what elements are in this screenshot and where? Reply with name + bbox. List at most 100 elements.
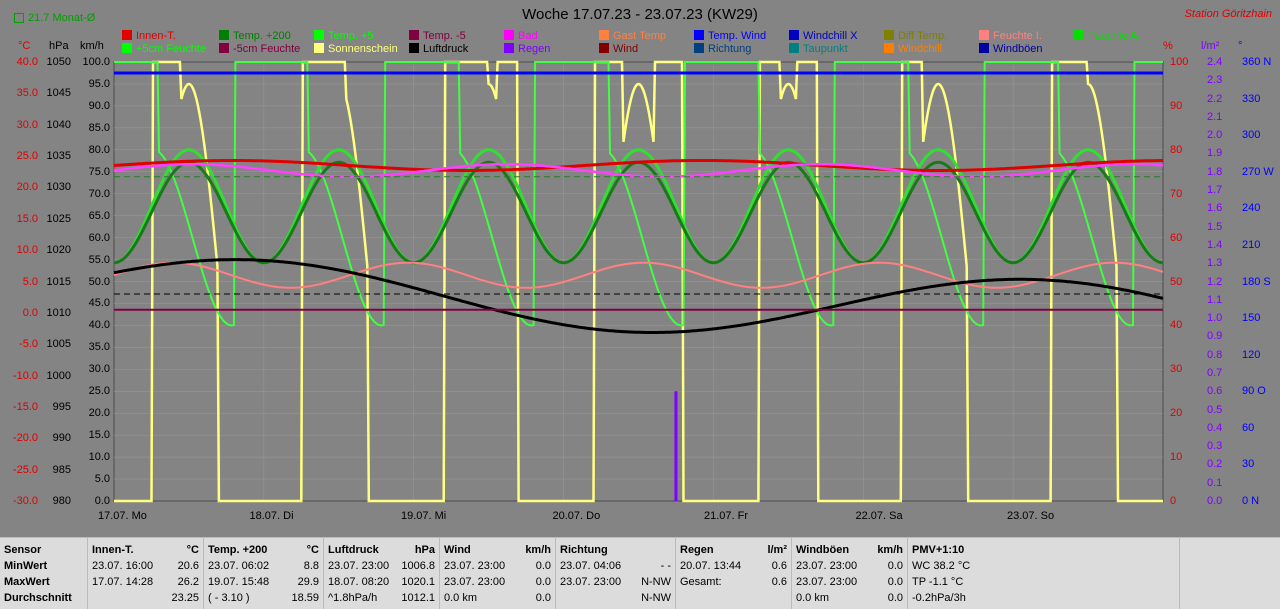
legend-label: Temp. Wind xyxy=(708,30,767,42)
legend-item: Gast Temp xyxy=(599,30,666,43)
footer-row: 19.07. 15:48 29.9 xyxy=(208,574,319,590)
humidity-out-line xyxy=(114,61,1163,327)
footer-column: Temp. +200 °C 23.07. 06:02 8.8 19.07. 15:48 2… xyxy=(204,538,324,609)
legend-swatch xyxy=(314,43,324,53)
kmh-tick-label: 100.0 xyxy=(82,56,110,68)
footer-header-label: Regen xyxy=(680,544,714,556)
kmh-tick-label: 95.0 xyxy=(88,77,110,90)
legend-item: Taupunkt xyxy=(789,43,848,56)
kmh-tick-label: 70.0 xyxy=(88,187,110,200)
footer-row: 18.07. 08:20 1020.1 xyxy=(328,574,435,590)
kmh-tick-label: 15.0 xyxy=(88,429,110,442)
temp-tick-label: 15.0 xyxy=(16,212,38,225)
footer-cell: 23.07. 16:00 xyxy=(92,560,154,572)
kmh-tick-label: 50.0 xyxy=(88,275,110,288)
stats-footer: Sensor MinWert MaxWert Durchschnitt Innen-T.… xyxy=(0,537,1280,609)
footer-row: 23.07. 23:00 0.0 xyxy=(444,558,551,574)
dir-tick-label: 240 xyxy=(1242,202,1261,215)
footer-cell: 18.07. 08:20 xyxy=(328,576,390,588)
legend-swatch xyxy=(979,30,989,40)
rain-tick-label: 1.7 xyxy=(1207,184,1223,197)
legend-swatch xyxy=(504,30,514,40)
footer-header: Sensor xyxy=(4,542,83,558)
footer-cell: 1012.1 xyxy=(401,592,435,604)
footer-header-label: Richtung xyxy=(560,544,608,556)
dir-tick-label: 330 xyxy=(1242,92,1261,105)
footer-cell: 0.0 xyxy=(887,576,903,588)
legend-swatch xyxy=(979,43,989,53)
monthly-average: 21.7 Monat-Ø xyxy=(14,12,95,24)
footer-header-unit: l/m² xyxy=(767,544,787,556)
footer-header: Richtung xyxy=(560,542,671,558)
footer-header: Regen l/m² xyxy=(680,542,787,558)
footer-cell: 20.6 xyxy=(177,560,199,572)
rain-tick-label: 2.4 xyxy=(1207,56,1223,68)
footer-cell: 23.07. 23:00 xyxy=(328,560,390,572)
pct-tick-label: 0 xyxy=(1170,495,1177,507)
pct-tick-label: 40 xyxy=(1170,319,1183,332)
footer-header-unit: °C xyxy=(186,544,199,556)
footer-cell: 23.07. 23:00 xyxy=(444,576,506,588)
kmh-tick-label: 25.0 xyxy=(88,385,110,398)
legend-item: Windböen xyxy=(979,43,1043,56)
footer-row: 23.07. 23:00 0.0 xyxy=(444,574,551,590)
footer-cell: -0.2hPa/3h xyxy=(912,592,966,604)
footer-cell: 0.0 xyxy=(535,592,551,604)
footer-cell: 19.07. 15:48 xyxy=(208,576,270,588)
footer-cell: 0.0 xyxy=(535,576,551,588)
footer-column: Wind km/h 23.07. 23:00 0.0 23.07. 23:00 0.0 0.… xyxy=(440,538,556,609)
legend-swatch xyxy=(599,30,609,40)
kmh-tick-label: 40.0 xyxy=(88,319,110,332)
legend-item: Temp. -5 xyxy=(409,30,466,43)
legend-swatch xyxy=(694,30,704,40)
kmh-tick-label: 20.0 xyxy=(88,407,110,420)
footer-column: Regen l/m² 20.07. 13:44 0.6 Gesamt: 0.6 xyxy=(676,538,792,609)
hpa-tick-label: 1020 xyxy=(46,244,71,257)
pct-tick-label: 30 xyxy=(1170,363,1183,376)
footer-cell: WC 38.2 °C xyxy=(912,560,971,572)
day-tick-label: 18.07. Di xyxy=(249,510,294,522)
legend-label: Taupunkt xyxy=(803,43,848,55)
legend-label: Temp. +200 xyxy=(233,30,291,42)
dir-tick-label: 360 N xyxy=(1242,56,1272,68)
hpa-tick-label: 1000 xyxy=(46,369,71,382)
legend-label: Wind xyxy=(613,43,639,55)
footer-header-label: Innen-T. xyxy=(92,544,134,556)
legend-swatch xyxy=(409,43,419,53)
footer-row: 23.07. 23:00 N-NW xyxy=(560,574,671,590)
legend-swatch xyxy=(409,30,419,40)
kmh-tick-label: 80.0 xyxy=(88,143,110,156)
legend-swatch xyxy=(122,43,132,53)
dir-tick-label: 270 W xyxy=(1242,165,1274,178)
footer-row: 23.07. 06:02 8.8 xyxy=(208,558,319,574)
footer-cell: Durchschnitt xyxy=(4,592,72,604)
footer-cell: 23.07. 06:02 xyxy=(208,560,270,572)
footer-row: 20.07. 13:44 0.6 xyxy=(680,558,787,574)
pressure-line xyxy=(113,258,1164,334)
footer-cell: 23.07. 23:00 xyxy=(796,560,858,572)
footer-cell: - - xyxy=(660,560,671,572)
legend-item: Luftdruck xyxy=(409,43,468,56)
footer-cell: 20.07. 13:44 xyxy=(680,560,742,572)
pct-tick-label: 60 xyxy=(1170,231,1183,244)
legend-item: Wind xyxy=(599,43,638,56)
hpa-tick-label: 985 xyxy=(52,463,71,476)
temp-tick-label: -15.0 xyxy=(12,400,38,413)
footer-cell: 0.0 km xyxy=(796,592,830,604)
footer-header-label: Sensor xyxy=(4,544,42,556)
footer-header-unit: km/h xyxy=(525,544,551,556)
legend-swatch xyxy=(504,43,514,53)
footer-column: Innen-T. °C 23.07. 16:00 20.6 17.07. 14:28 26… xyxy=(88,538,204,609)
hpa-tick-label: 1005 xyxy=(46,338,71,351)
temp-tick-label: -10.0 xyxy=(12,369,38,382)
legend-item: Temp. +5 xyxy=(314,30,374,43)
footer-cell: 26.2 xyxy=(177,576,199,588)
footer-cell: 17.07. 14:28 xyxy=(92,576,154,588)
legend-swatch xyxy=(219,30,229,40)
rain-tick-label: 1.8 xyxy=(1207,165,1223,178)
kmh-tick-label: 5.0 xyxy=(94,473,110,486)
footer-cell: 0.0 km xyxy=(444,592,478,604)
dir-tick-label: 60 xyxy=(1242,421,1255,434)
footer-cell: 23.07. 23:00 xyxy=(560,576,622,588)
temp-tick-label: -20.0 xyxy=(12,432,38,445)
